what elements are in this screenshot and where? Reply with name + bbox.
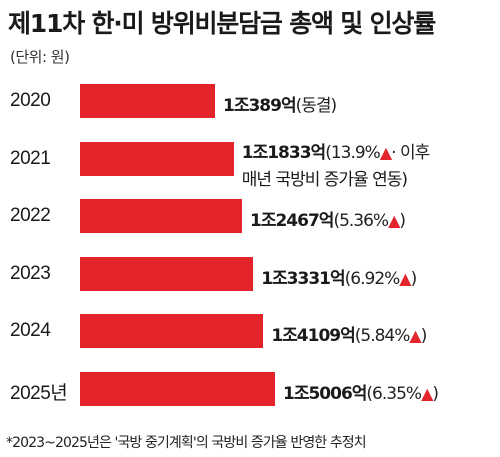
unit-label: (단위: 원) xyxy=(10,48,70,66)
bar xyxy=(80,141,234,176)
footnote: *2023~2025년은 '국방 중기계획'의 국방비 증가율 반영한 추정치 xyxy=(6,435,367,451)
up-arrow-icon: ▲ xyxy=(388,211,400,231)
rate-text: (13.9% xyxy=(325,142,381,163)
rate-text-end: ) xyxy=(399,211,406,232)
year-label: 2021 xyxy=(10,147,51,169)
amount-text: 1조1833억 xyxy=(241,142,326,163)
year-label: 2025년 xyxy=(10,383,68,404)
amount-text: 1조2467억 xyxy=(250,211,334,232)
year-label: 2022 xyxy=(10,205,51,227)
value-label: 1조4109억(5.84%▲) xyxy=(271,321,428,347)
label-second-line: 매년 국방비 증가율 연동) xyxy=(241,169,408,190)
up-arrow-icon: ▲ xyxy=(409,326,421,346)
amount-text: 1조4109억 xyxy=(271,326,355,347)
rate-text-end: ) xyxy=(410,268,418,289)
rate-text-end: ) xyxy=(432,384,439,404)
rate-text: (6.35% xyxy=(366,384,422,404)
bar xyxy=(80,256,254,291)
amount-text: 1조5006억 xyxy=(282,384,367,404)
amount-text: 1조3331억 xyxy=(261,268,345,289)
chart-title: 제11차 한·미 방위비분담금 총액 및 인상률 xyxy=(8,9,436,38)
year-label: 2024 xyxy=(10,320,51,342)
up-arrow-icon: ▲ xyxy=(399,268,411,288)
bar xyxy=(80,372,275,406)
bar xyxy=(80,84,215,118)
value-label: 1조389억(동결) xyxy=(223,91,338,116)
bar xyxy=(80,199,242,234)
rate-text-end: · 이후 xyxy=(391,142,430,163)
year-label: 2023 xyxy=(10,262,51,284)
value-label: 1조3331억(6.92%▲) xyxy=(261,264,418,289)
amount-text: 1조389억 xyxy=(223,96,297,116)
year-label: 2020 xyxy=(10,90,51,111)
rate-text-end: ) xyxy=(420,326,428,347)
up-arrow-icon: ▲ xyxy=(421,384,433,403)
rate-text: (동결) xyxy=(295,96,338,116)
rate-text: (5.36% xyxy=(333,211,389,232)
rate-text: (6.92% xyxy=(344,268,401,289)
value-label: 1조5006억(6.35%▲) xyxy=(282,379,439,404)
value-label: 1조2467억(5.36%▲) xyxy=(250,206,406,232)
up-arrow-icon: ▲ xyxy=(379,142,392,162)
rate-text: (5.84% xyxy=(354,326,411,347)
bar xyxy=(80,314,264,349)
